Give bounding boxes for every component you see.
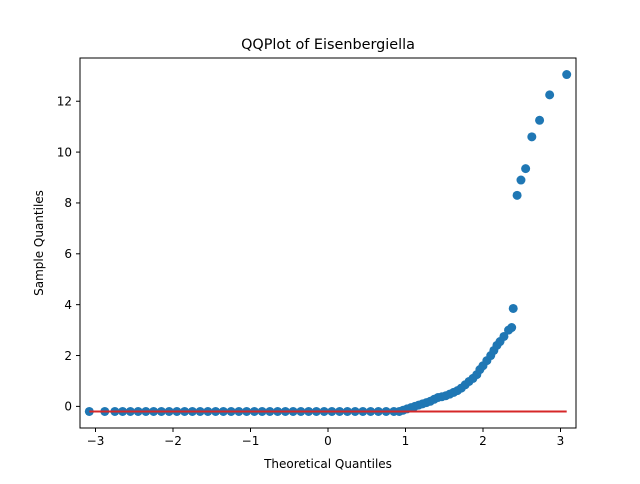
x-tick-label: −1: [242, 434, 260, 448]
x-tick-label: −2: [164, 434, 182, 448]
data-point: [527, 132, 537, 142]
y-tick-label: 0: [64, 400, 72, 414]
data-point: [535, 115, 545, 125]
data-point: [508, 303, 518, 313]
y-axis-label: Sample Quantiles: [32, 190, 46, 296]
y-tick-label: 4: [64, 298, 72, 312]
x-tick-label: −3: [87, 434, 105, 448]
plot-area: [84, 70, 572, 416]
x-tick-label: 0: [324, 434, 332, 448]
x-tick-label: 2: [479, 434, 487, 448]
y-tick-label: 6: [64, 247, 72, 261]
x-tick-label: 3: [557, 434, 565, 448]
data-point: [499, 331, 509, 341]
data-point: [521, 164, 531, 174]
data-point: [562, 70, 572, 80]
y-tick-label: 8: [64, 196, 72, 210]
x-tick-label: 1: [402, 434, 410, 448]
y-tick-label: 10: [57, 145, 72, 159]
y-tick-label: 12: [57, 95, 72, 109]
data-point: [507, 323, 517, 333]
data-point: [516, 175, 526, 185]
data-point: [512, 190, 522, 200]
x-axis-label: Theoretical Quantiles: [263, 457, 392, 471]
chart-title: QQPlot of Eisenbergiella: [241, 37, 415, 53]
data-point: [545, 90, 555, 100]
y-tick-label: 2: [64, 349, 72, 363]
